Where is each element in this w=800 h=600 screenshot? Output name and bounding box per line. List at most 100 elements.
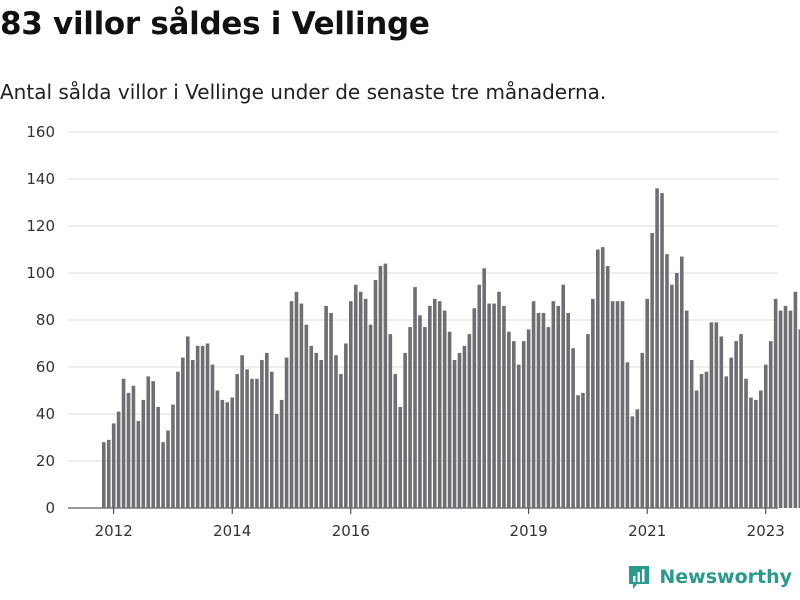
bar xyxy=(393,374,398,508)
bar xyxy=(141,399,146,508)
bar xyxy=(398,406,402,508)
bar xyxy=(778,310,783,508)
bar xyxy=(586,334,590,508)
y-tick-label: 40 xyxy=(36,405,55,423)
bar xyxy=(413,287,417,508)
bar xyxy=(294,291,299,508)
bar xyxy=(689,359,694,508)
bar xyxy=(230,397,235,508)
bar xyxy=(635,409,640,508)
bar xyxy=(190,359,195,508)
bar xyxy=(368,324,373,508)
bar xyxy=(304,324,309,508)
bar xyxy=(334,355,338,508)
x-tick-label: 2014 xyxy=(213,522,251,540)
bar xyxy=(512,341,516,508)
bar xyxy=(502,305,506,508)
brand-logo: Newsworthy xyxy=(627,564,792,590)
bar xyxy=(645,298,649,508)
bar xyxy=(136,421,141,508)
chart-subtitle: Antal sålda villor i Vellinge under de s… xyxy=(0,80,607,104)
y-tick-label: 80 xyxy=(36,311,55,329)
bar xyxy=(576,395,580,508)
bar xyxy=(309,345,314,508)
bar xyxy=(102,442,106,508)
bar xyxy=(339,374,343,508)
bar xyxy=(314,352,319,508)
bar xyxy=(423,327,427,508)
bar xyxy=(561,284,566,508)
bar xyxy=(684,310,689,508)
bar xyxy=(344,343,348,508)
bar xyxy=(630,416,635,508)
bar xyxy=(116,411,121,508)
bar xyxy=(353,284,358,508)
bar xyxy=(220,399,225,508)
bar xyxy=(161,442,165,508)
bar xyxy=(531,301,536,508)
bar xyxy=(773,298,778,508)
bar xyxy=(166,430,170,508)
bar xyxy=(734,341,738,508)
bar xyxy=(660,193,664,508)
bar xyxy=(462,345,467,508)
bar xyxy=(571,348,575,508)
page-title: 83 villor såldes i Vellinge xyxy=(0,6,430,42)
x-tick-label: 2016 xyxy=(332,522,370,540)
y-tick-label: 100 xyxy=(26,264,55,282)
bar xyxy=(245,369,249,508)
bar xyxy=(665,254,669,508)
bar xyxy=(156,406,160,508)
bar xyxy=(655,188,659,508)
bar xyxy=(452,359,457,508)
bar xyxy=(408,327,412,508)
bar xyxy=(625,362,630,508)
bar xyxy=(709,322,714,508)
bar xyxy=(126,392,131,508)
bar xyxy=(492,303,496,508)
bar xyxy=(363,298,368,508)
bar xyxy=(403,352,407,508)
bar xyxy=(235,374,239,508)
bar xyxy=(378,265,383,508)
bar xyxy=(482,268,486,508)
bar xyxy=(719,336,724,508)
bar xyxy=(358,291,363,508)
bar xyxy=(477,284,482,508)
y-tick-label: 140 xyxy=(26,170,55,188)
bar xyxy=(181,357,185,508)
bar xyxy=(442,310,447,508)
y-tick-label: 60 xyxy=(36,358,55,376)
bar xyxy=(274,414,279,508)
bar xyxy=(383,263,388,508)
bar xyxy=(324,305,328,508)
x-tick-label: 2021 xyxy=(628,522,666,540)
bar xyxy=(679,256,684,508)
bar xyxy=(768,341,773,508)
bar xyxy=(200,345,205,508)
bar xyxy=(516,364,521,508)
bar xyxy=(507,331,511,508)
newsworthy-logo-icon xyxy=(629,566,650,589)
bar xyxy=(526,329,531,508)
bar xyxy=(255,378,259,508)
bar xyxy=(388,334,393,508)
bar xyxy=(432,298,437,508)
bar xyxy=(373,280,378,508)
bar xyxy=(487,303,491,508)
bar xyxy=(171,404,175,508)
bar xyxy=(566,312,570,508)
bar xyxy=(279,399,284,508)
bar xyxy=(581,392,585,508)
bar xyxy=(289,301,294,508)
bar xyxy=(111,423,116,508)
bar xyxy=(640,352,645,508)
bar xyxy=(670,284,674,508)
bar xyxy=(749,397,753,508)
bar xyxy=(215,390,220,508)
bar xyxy=(759,390,763,508)
bar xyxy=(546,327,551,508)
x-tick-label: 2012 xyxy=(95,522,133,540)
bar xyxy=(472,308,477,508)
bar xyxy=(620,301,625,508)
